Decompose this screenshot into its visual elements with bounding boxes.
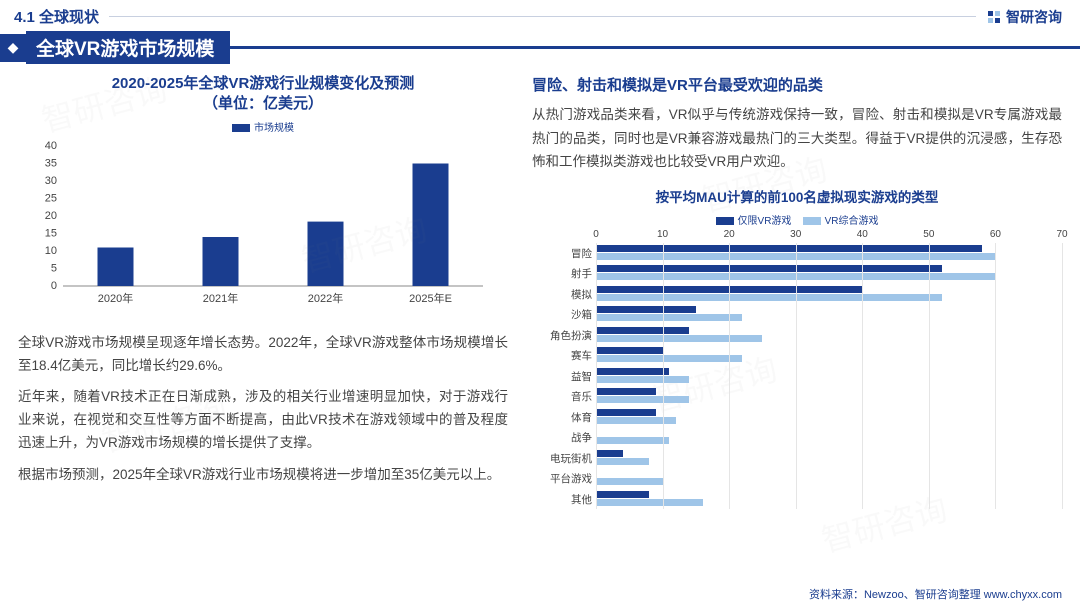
hbar-category-label: 体育 bbox=[532, 410, 592, 425]
svg-text:25: 25 bbox=[45, 192, 57, 204]
hbar-series-a bbox=[596, 491, 649, 498]
legend-swatch-a-icon bbox=[716, 217, 734, 225]
bar-chart: 0 5 10 15 20 25 30 35 40 2020年 2021年 2022年 2025年E bbox=[18, 136, 508, 316]
svg-text:20: 20 bbox=[45, 210, 57, 222]
header-row: 4.1 全球现状 智研咨询 bbox=[0, 0, 1080, 29]
brand-text: 智研咨询 bbox=[1006, 7, 1062, 27]
svg-text:10: 10 bbox=[45, 245, 57, 257]
body-paragraph: 全球VR游戏市场规模呈现逐年增长态势。2022年，全球VR游戏整体市场规模增长至… bbox=[18, 331, 508, 377]
hbar-category-label: 益智 bbox=[532, 369, 592, 384]
hbar-row: 角色扮演 bbox=[596, 325, 1062, 346]
legend-swatch-icon bbox=[232, 124, 250, 132]
svg-text:2022年: 2022年 bbox=[308, 291, 343, 305]
legend-swatch-b-icon bbox=[803, 217, 821, 225]
svg-text:30: 30 bbox=[45, 175, 57, 187]
svg-text:35: 35 bbox=[45, 157, 57, 169]
svg-text:2020年: 2020年 bbox=[98, 291, 133, 305]
hbar-series-b bbox=[596, 376, 689, 383]
hbar-row: 战争 bbox=[596, 427, 1062, 448]
hbar-category-label: 平台游戏 bbox=[532, 471, 592, 486]
title-bar-line bbox=[230, 46, 1080, 49]
hbar-chart-legend: 仅限VR游戏 VR综合游戏 bbox=[532, 212, 1062, 227]
hbar-row: 平台游戏 bbox=[596, 468, 1062, 489]
hbar-category-label: 音乐 bbox=[532, 389, 592, 404]
hbar-series-a bbox=[596, 265, 942, 272]
bar-chart-title: 2020-2025年全球VR游戏行业规模变化及预测（单位：亿美元） bbox=[18, 74, 508, 115]
right-heading: 冒险、射击和模拟是VR平台最受欢迎的品类 bbox=[532, 74, 1062, 95]
svg-text:5: 5 bbox=[51, 262, 57, 274]
bar bbox=[308, 221, 344, 285]
body-paragraph: 根据市场预测，2025年全球VR游戏行业市场规模将进一步增加至35亿美元以上。 bbox=[18, 463, 508, 486]
hbar-category-label: 冒险 bbox=[532, 246, 592, 261]
svg-text:40: 40 bbox=[45, 140, 57, 152]
hbar-series-a bbox=[596, 450, 623, 457]
right-body-text: 从热门游戏品类来看，VR似乎与传统游戏保持一致，冒险、射击和模拟是VR专属游戏最… bbox=[532, 103, 1062, 174]
bar-chart-legend: 市场规模 bbox=[18, 119, 508, 134]
section-number: 4.1 全球现状 bbox=[14, 6, 99, 27]
left-text-body: 全球VR游戏市场规模呈现逐年增长态势。2022年，全球VR游戏整体市场规模增长至… bbox=[18, 331, 508, 486]
hbar-category-label: 角色扮演 bbox=[532, 328, 592, 343]
right-column: 冒险、射击和模拟是VR平台最受欢迎的品类 从热门游戏品类来看，VR似乎与传统游戏… bbox=[532, 74, 1062, 509]
hbar-series-b bbox=[596, 499, 703, 506]
hbar-category-label: 其他 bbox=[532, 492, 592, 507]
svg-text:2021年: 2021年 bbox=[203, 291, 238, 305]
hbar-series-a bbox=[596, 409, 656, 416]
hbar-series-b bbox=[596, 478, 663, 485]
hbar-row: 体育 bbox=[596, 407, 1062, 428]
bar bbox=[203, 237, 239, 286]
hbar-category-label: 沙箱 bbox=[532, 307, 592, 322]
hbar-series-a bbox=[596, 388, 656, 395]
hbar-series-b bbox=[596, 355, 742, 362]
hbar-series-b bbox=[596, 396, 689, 403]
svg-text:0: 0 bbox=[51, 280, 57, 292]
diamond-icon: ◆ bbox=[8, 39, 19, 56]
hbar-series-a bbox=[596, 306, 696, 313]
bar bbox=[98, 247, 134, 286]
body-paragraph: 近年来，随着VR技术正在日渐成熟，涉及的相关行业增速明显加快，对于游戏行业来说，… bbox=[18, 385, 508, 455]
title-icon-box: ◆ bbox=[0, 34, 26, 62]
hbar-chart-title: 按平均MAU计算的前100名虚拟现实游戏的类型 bbox=[532, 186, 1062, 206]
hbar-row: 沙箱 bbox=[596, 304, 1062, 325]
brand-logo: 智研咨询 bbox=[986, 7, 1062, 27]
hbar-row: 益智 bbox=[596, 366, 1062, 387]
hbar-row: 冒险 bbox=[596, 243, 1062, 264]
hbar-series-b bbox=[596, 417, 676, 424]
hbar-chart: 010203040506070冒险射手模拟沙箱角色扮演赛车益智音乐体育战争电玩街… bbox=[532, 229, 1062, 510]
hbar-series-b bbox=[596, 437, 669, 444]
hbar-row: 射手 bbox=[596, 263, 1062, 284]
hbar-series-b bbox=[596, 294, 942, 301]
hbar-row: 模拟 bbox=[596, 284, 1062, 305]
footer-source: 资料来源：Newzoo、智研咨询整理 www.chyxx.com bbox=[809, 586, 1062, 602]
brand-icon bbox=[986, 9, 1002, 25]
bar bbox=[413, 163, 449, 286]
svg-text:15: 15 bbox=[45, 227, 57, 239]
hbar-category-label: 战争 bbox=[532, 430, 592, 445]
title-bar: ◆ 全球VR游戏市场规模 bbox=[0, 31, 1080, 64]
hbar-category-label: 模拟 bbox=[532, 287, 592, 302]
hbar-series-a bbox=[596, 347, 663, 354]
hbar-row: 音乐 bbox=[596, 386, 1062, 407]
hbar-series-b bbox=[596, 314, 742, 321]
hbar-series-a bbox=[596, 368, 669, 375]
svg-text:2025年E: 2025年E bbox=[409, 291, 452, 305]
hbar-row: 其他 bbox=[596, 489, 1062, 510]
main-title: 全球VR游戏市场规模 bbox=[26, 31, 230, 64]
hbar-category-label: 射手 bbox=[532, 266, 592, 281]
hbar-category-label: 赛车 bbox=[532, 348, 592, 363]
hbar-category-label: 电玩街机 bbox=[532, 451, 592, 466]
hbar-series-a bbox=[596, 327, 689, 334]
hbar-series-b bbox=[596, 335, 762, 342]
hbar-series-b bbox=[596, 458, 649, 465]
hbar-series-a bbox=[596, 245, 982, 252]
left-column: 2020-2025年全球VR游戏行业规模变化及预测（单位：亿美元） 市场规模 0… bbox=[18, 74, 508, 509]
hbar-row: 电玩街机 bbox=[596, 448, 1062, 469]
hbar-row: 赛车 bbox=[596, 345, 1062, 366]
header-divider bbox=[109, 16, 976, 17]
